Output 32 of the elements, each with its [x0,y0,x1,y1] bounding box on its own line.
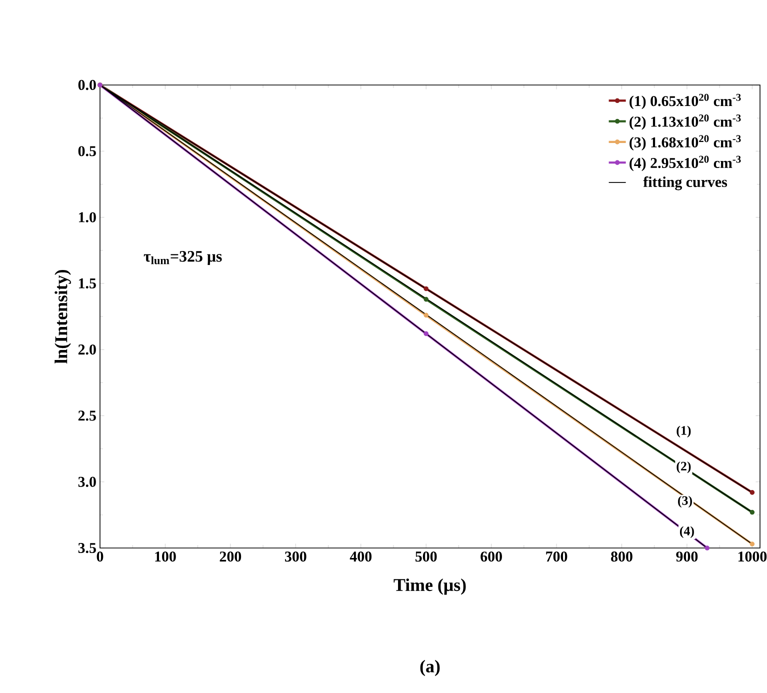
y-tick-label: 2.0 [78,344,96,355]
y-tick-label: 0.5 [78,146,96,156]
x-tick-label: 100 [155,552,176,562]
y-tick-label: 1.5 [79,278,96,288]
legend-label: (2) 1.13x10$^{20}$ cm$^{-3}$ [630,114,741,130]
x-tick-label: 800 [611,552,632,562]
x-tick-label: 700 [546,552,568,562]
x-tick-label: 500 [415,552,437,562]
legend-label: (3) 1.68x10$^{20}$ cm$^{-3}$ [630,135,741,150]
x-tick-label: 200 [220,552,242,562]
y-tick-label: 1.0 [79,212,96,222]
annotation: (3) [678,496,692,508]
x-tick-label: 900 [676,552,698,562]
x-tick-label: 300 [285,552,306,562]
annotation: (4) [680,526,694,538]
x-tick-label: 400 [350,552,372,562]
legend-label: (4) 2.95x10$^{20}$ cm$^{-3}$ [630,156,741,172]
y-tick-label: 3.0 [78,476,96,487]
y-axis-title: ln(Intensity) [54,270,71,364]
x-tick-label: 600 [480,552,502,562]
x-tick-label: 0 [96,552,104,562]
annotation: (1) [676,426,691,438]
legend-label: (1) 0.65x10$^{20}$ cm$^{-3}$ [630,94,741,110]
legend-label: fitting curves [643,176,728,190]
y-tick-label: 2.5 [78,410,96,421]
y-tick-label: 3.5 [78,542,96,554]
y-tick-label: 0.0 [78,80,96,90]
x-axis-title: Time (μs) [394,578,466,595]
text: (a) [420,660,440,676]
annotation: τ$_{lum}$=325 μs [144,251,222,265]
annotation: (2) [676,461,691,474]
x-tick-label: 1000 [738,552,767,562]
